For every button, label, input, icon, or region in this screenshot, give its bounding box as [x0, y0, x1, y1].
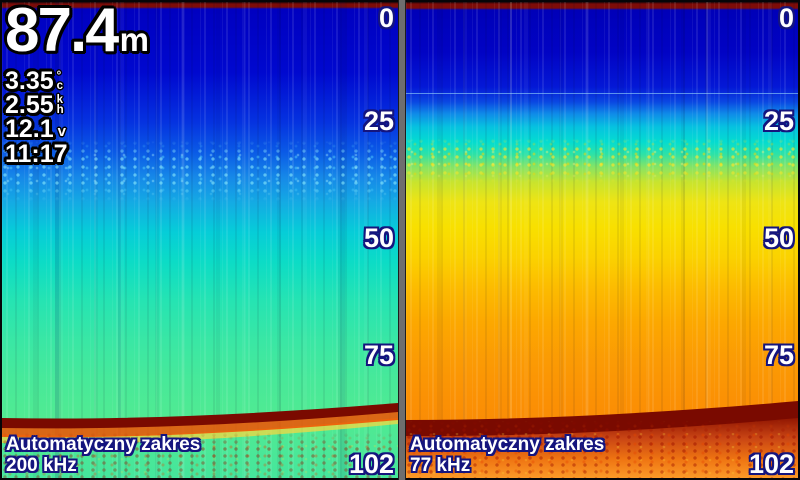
data-overlay: 87.4 m 3.35 ° c 2.55 k h 12.1 v [5, 2, 149, 167]
voltage-value: 12.1 [5, 115, 54, 143]
depth-readout: 87.4 m [5, 2, 149, 69]
seabed-speckle-texture [2, 432, 398, 478]
temperature-unit: ° c [56, 70, 64, 92]
seabed-profile [2, 403, 398, 444]
time-readout: 11:17 [5, 140, 68, 168]
sonar-pane-77khz[interactable]: 0 25 50 75 102 Automatyczny zakres 77 kH… [406, 2, 798, 478]
temperature-value: 3.35 [5, 67, 54, 95]
depth-value: 87.4 [5, 2, 120, 65]
scattering-layer-speckles [2, 140, 398, 202]
range-mode-label: Automatyczny zakres [6, 434, 201, 455]
sonar-gradient-200khz [2, 2, 398, 478]
speed-value: 2.55 [5, 91, 54, 119]
frequency-label: 200 kHz [6, 454, 77, 476]
seabed-speckle-texture [406, 420, 798, 478]
pane-footer-right: Automatyczny zakres 77 kHz [410, 434, 605, 476]
sonar-column-accents [2, 2, 398, 478]
depth-unit: m [119, 21, 150, 58]
frequency-label: 77 kHz [410, 454, 471, 476]
sonar-gradient-77khz [406, 2, 798, 478]
pane-footer-left: Automatyczny zakres 200 kHz [6, 434, 201, 476]
sonar-pane-200khz[interactable]: 87.4 m 3.35 ° c 2.55 k h 12.1 v [2, 2, 398, 478]
sonar-scan-streaks [2, 2, 398, 478]
scattering-layer-speckles [406, 138, 798, 184]
sonar-scan-streaks [406, 2, 798, 478]
speed-readout: 2.55 k h [5, 91, 149, 119]
voltage-readout: 12.1 v [5, 115, 149, 143]
temperature-readout: 3.35 ° c [5, 67, 149, 95]
surface-echo-line [406, 93, 798, 94]
range-mode-label: Automatyczny zakres [410, 434, 605, 455]
sonar-column-accents [406, 2, 798, 478]
voltage-unit: v [57, 123, 67, 140]
speed-unit: k h [56, 94, 64, 116]
seabed-echo [406, 398, 798, 478]
seabed-echo [2, 398, 398, 478]
pane-divider [398, 0, 406, 480]
